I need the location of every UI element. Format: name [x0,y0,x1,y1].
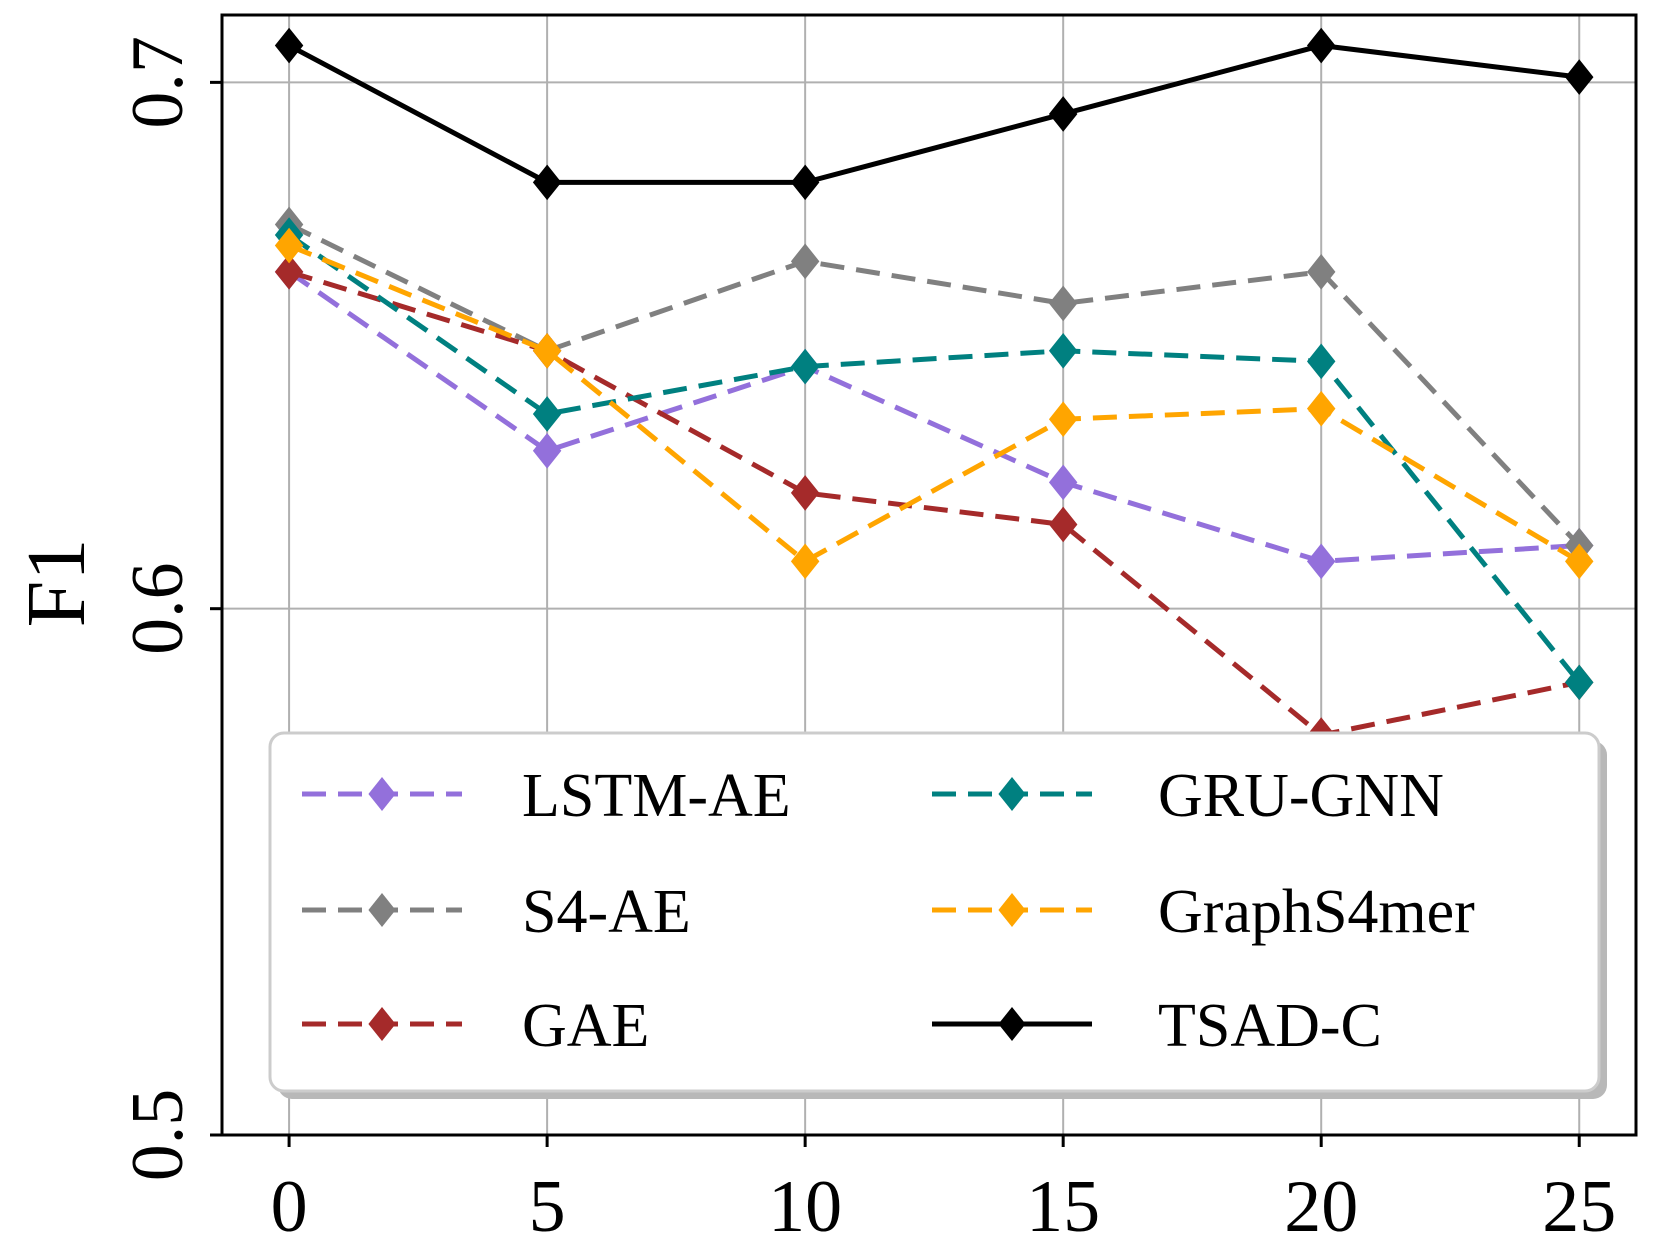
series-line [287,232,1582,684]
series-graphs4mer [274,227,1594,580]
data-point [1048,401,1078,438]
data-point [532,396,562,432]
x-tick-label: 20 [1284,1166,1358,1245]
data-point [1306,343,1336,380]
x-tick-label: 15 [1026,1166,1100,1245]
series-lstm-ae [274,254,1594,580]
x-tick-label: 10 [768,1166,842,1245]
legend-label: LSTM-AE [522,762,791,830]
data-point [790,164,820,201]
data-point [1048,285,1078,322]
legend-label: GRU-GNN [1158,762,1444,830]
legend-item: GRU-GNN [932,762,1444,830]
data-point [1048,96,1078,132]
x-tick-label: 0 [271,1166,308,1245]
legend: LSTM-AE S4-AE GAE GRU-GNN GraphS4mer TSAD-C [268,731,1607,1099]
legend-item: TSAD-C [932,992,1382,1060]
data-point [1564,543,1594,580]
series-line [287,43,1580,185]
data-point [1564,664,1594,701]
data-series [274,27,1594,753]
data-point [1306,27,1336,64]
y-tick-label: 0.5 [117,1089,199,1182]
y-tick-label: 0.7 [117,36,199,129]
data-point [1306,390,1336,427]
legend-item: LSTM-AE [302,762,791,830]
series-line [288,243,1581,564]
x-tick-label: 25 [1542,1166,1616,1245]
legend-label: S4-AE [522,878,691,946]
legend-label: GraphS4mer [1158,878,1475,946]
legend-marker [368,893,396,927]
data-point [274,27,304,64]
series-line [287,222,1582,548]
legend-marker [998,893,1026,927]
series-gru-gnn [274,217,1594,701]
legend-label: TSAD-C [1158,992,1382,1060]
plot-frame [220,13,1638,1137]
legend-item: GAE [302,992,649,1060]
data-point [1048,332,1078,369]
series-gae [274,254,1594,753]
legend-marker [368,1007,396,1041]
data-point [274,254,304,290]
data-point [790,543,820,580]
data-point [1048,464,1078,501]
data-point [1564,59,1594,95]
series-tsad-c [274,27,1594,201]
y-tick-label: 0.6 [117,562,199,655]
axis-ticks: 0 5 10 15 20 25 0.5 0.6 0.7 [117,36,1616,1245]
data-point [790,475,820,511]
series-line [287,269,1580,564]
data-point [790,348,820,385]
series-line [288,269,1580,738]
legend-marker [998,1007,1026,1041]
x-tick-label: 5 [529,1166,566,1245]
y-axis-label: F1 [10,539,103,628]
legend-item: S4-AE [302,878,691,946]
legend-marker [368,777,396,811]
data-point [790,243,820,280]
legend-label: GAE [522,992,649,1060]
data-point [532,332,562,369]
data-point [532,432,562,469]
data-point [1306,543,1336,580]
legend-marker [998,777,1026,811]
legend-item: GraphS4mer [932,878,1475,946]
data-point [1048,506,1078,543]
data-point [532,164,562,201]
data-point [1306,254,1336,290]
data-point [274,227,304,264]
